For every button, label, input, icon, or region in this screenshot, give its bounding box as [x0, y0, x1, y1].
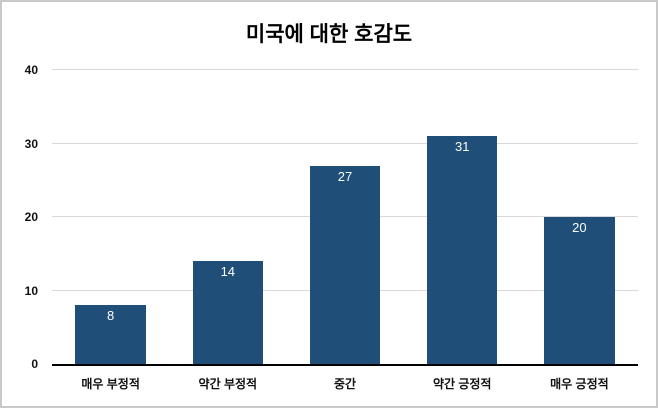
x-category-label: 매우 긍정적 [550, 377, 609, 391]
y-axis: 0 10 20 30 40 [6, 64, 46, 370]
y-tick-label: 30 [24, 136, 38, 151]
plot-area: 0 10 20 30 40 8 14 27 31 20 [25, 64, 638, 370]
chart-title: 미국에 대한 호감도 [245, 23, 413, 46]
bar-slot: 20 [521, 70, 638, 364]
x-axis: 매우 부정적 약간 부정적 중간 약간 긍정적 매우 긍정적 [52, 375, 638, 392]
bar: 20 [544, 217, 615, 364]
bar-value-label: 27 [337, 168, 353, 184]
bar-value-label: 20 [572, 220, 587, 235]
bar-slot: 31 [404, 70, 521, 364]
x-category-label: 약간 부정적 [198, 377, 258, 391]
bar: 31 [427, 136, 498, 364]
bar-slot: 8 [52, 70, 169, 364]
bar-value-label: 14 [220, 264, 236, 280]
x-category-label: 중간 [333, 377, 357, 391]
x-category-label: 약간 긍정적 [432, 377, 492, 391]
bar: 14 [192, 261, 263, 364]
bar-value-label: 31 [454, 139, 470, 155]
bar-slot: 27 [286, 70, 403, 364]
gridline [52, 142, 638, 144]
bar: 8 [75, 305, 146, 364]
bar-slot: 14 [169, 70, 286, 364]
bar-value-label: 8 [106, 308, 115, 324]
chart-area: 0 10 20 30 40 8 14 27 31 20 매우 부정적 약간 부정적 중간 약간 긍정적… [25, 64, 638, 391]
gridline [52, 69, 638, 70]
y-tick-label: 10 [24, 283, 38, 298]
y-tick-label: 40 [24, 63, 38, 77]
y-tick-label: 0 [31, 357, 38, 371]
y-tick-label: 20 [24, 210, 38, 224]
bars: 8 14 27 31 20 [52, 70, 638, 364]
x-category-label: 매우 부정적 [81, 377, 140, 391]
bar: 27 [309, 165, 381, 364]
